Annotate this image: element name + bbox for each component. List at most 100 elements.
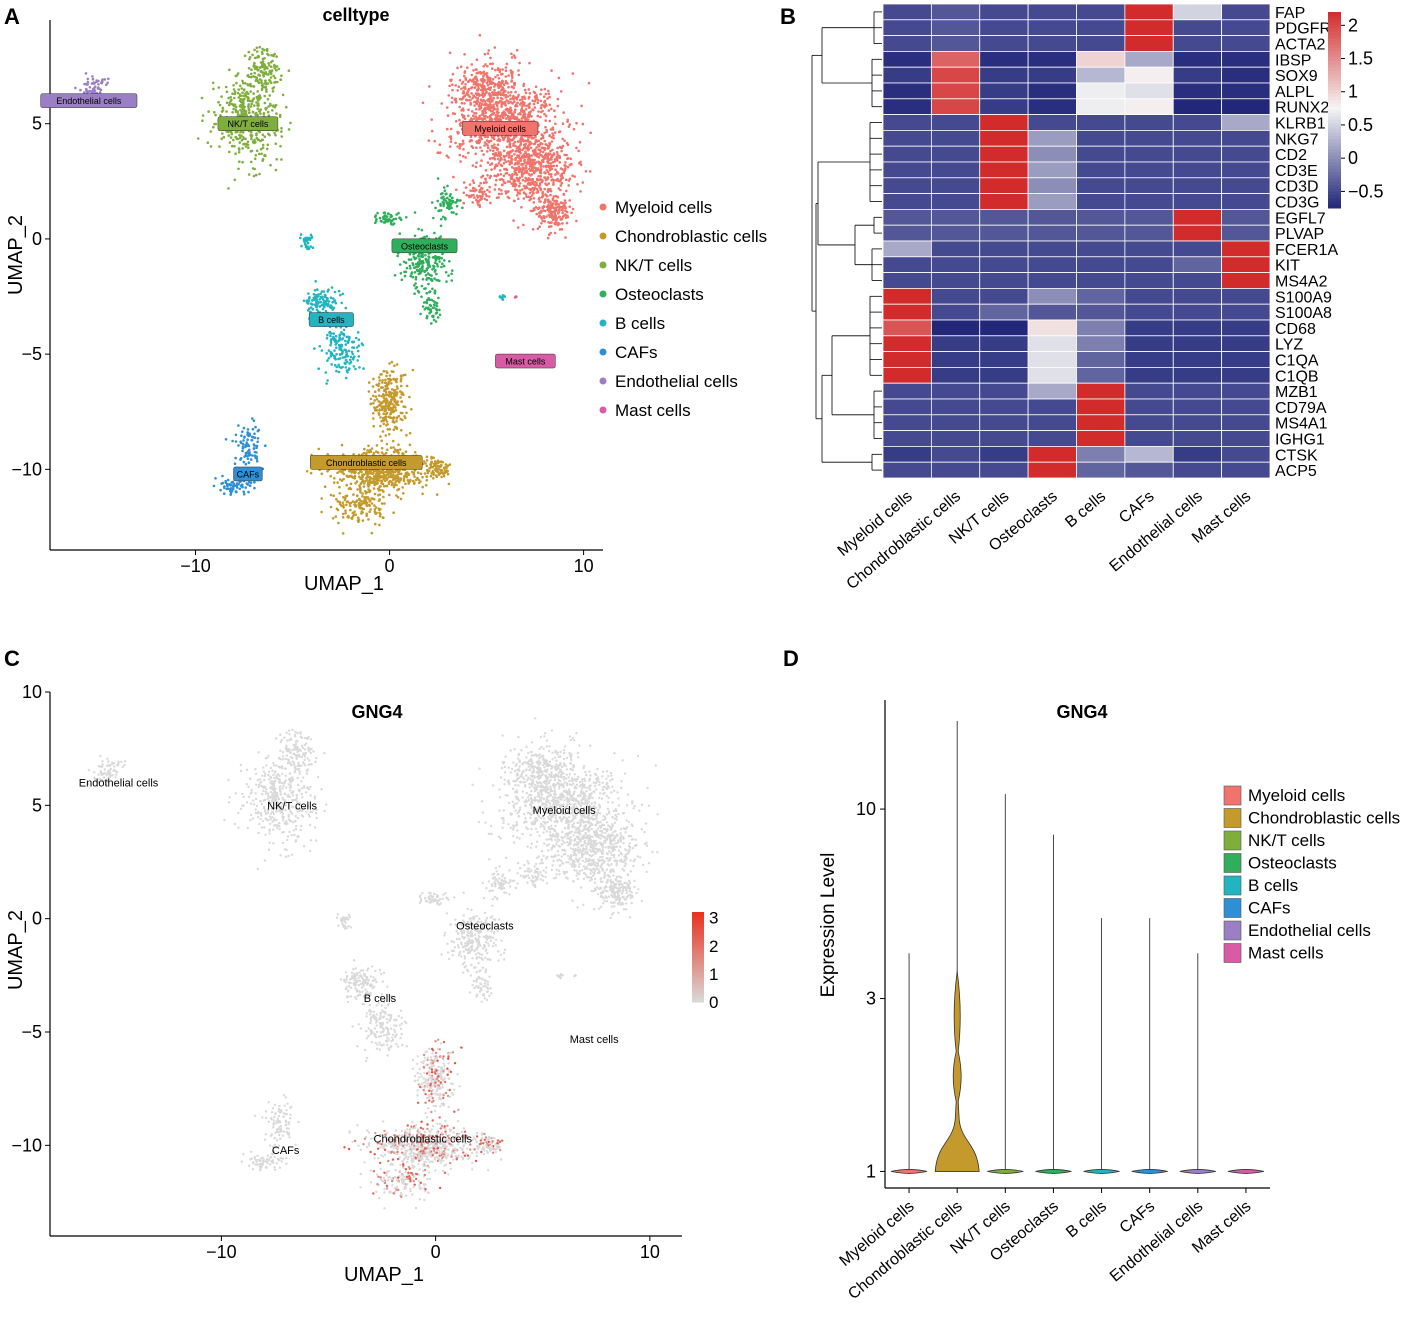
umap-point-myeloid-cells xyxy=(511,174,514,177)
umap-point-nk-t-cells xyxy=(256,90,260,93)
umap-point-myeloid-cells xyxy=(488,100,492,104)
heatmap-cell xyxy=(1076,382,1126,400)
umap-point-myeloid-cells xyxy=(500,192,504,196)
umap-point-myeloid-cells xyxy=(503,181,506,184)
umap-point-chondroblastic-cells xyxy=(367,488,370,491)
umap-point-myeloid-cells xyxy=(536,114,540,118)
legend-label-cafs: CAFs xyxy=(615,343,658,362)
heatmap-colorbar-step xyxy=(1328,142,1341,147)
umap-point-myeloid-cells xyxy=(532,192,535,195)
umap-point-nk-t-cells xyxy=(247,83,251,87)
umap-point-myeloid-cells xyxy=(525,104,528,108)
umap-point-myeloid-cells xyxy=(556,104,560,108)
umap-point-myeloid-cells xyxy=(524,176,527,180)
umap-point-myeloid-cells xyxy=(472,114,475,117)
legend-swatch-osteoclasts xyxy=(599,290,607,298)
umap-point-b-cells xyxy=(330,286,334,289)
umap-point-myeloid-cells xyxy=(473,196,476,199)
umap-point-b-cells xyxy=(344,358,348,362)
heatmap-cell xyxy=(1221,224,1271,242)
umap-point-b-cells xyxy=(326,359,329,362)
umap-point-myeloid-cells xyxy=(461,80,465,84)
umap-point-b-cells xyxy=(314,280,318,283)
umap-point-b-cells xyxy=(351,340,355,344)
umap-point-myeloid-cells xyxy=(468,183,472,186)
heatmap-colorbar-step xyxy=(1328,136,1341,140)
umap-point-myeloid-cells xyxy=(473,187,476,190)
umap-point-myeloid-cells xyxy=(459,65,463,68)
umap-point-myeloid-cells xyxy=(480,159,483,162)
umap-point-myeloid-cells xyxy=(520,206,523,209)
heatmap-cell xyxy=(1027,145,1077,163)
umap-point-myeloid-cells xyxy=(544,176,547,179)
umap-point-b-cells xyxy=(341,350,344,353)
umap-point-chondroblastic-cells xyxy=(344,509,347,512)
heatmap-cell xyxy=(1172,382,1223,400)
umap-point-chondroblastic-cells xyxy=(369,508,372,511)
umap-point-nk-t-cells xyxy=(258,74,262,77)
umap-point-myeloid-cells xyxy=(495,178,498,182)
umap-point-chondroblastic-cells xyxy=(361,492,364,495)
umap-point-osteoclasts xyxy=(428,290,432,293)
umap-point-chondroblastic-cells xyxy=(404,471,408,475)
legend-swatch-chondroblastic-cells xyxy=(599,232,607,240)
umap-point-myeloid-cells xyxy=(542,95,546,98)
umap-point-chondroblastic-cells xyxy=(364,476,368,480)
umap-point-myeloid-cells xyxy=(558,156,562,159)
umap-point-chondroblastic-cells xyxy=(365,514,369,517)
umap-point-myeloid-cells xyxy=(507,159,510,163)
umap-point-nk-t-cells xyxy=(233,90,237,93)
umap-point-myeloid-cells xyxy=(532,90,536,94)
umap-point-myeloid-cells xyxy=(547,187,550,191)
umap-point-myeloid-cells xyxy=(547,92,550,95)
umap-point-nk-t-cells xyxy=(249,99,252,103)
heatmap-cell xyxy=(882,287,932,305)
umap-point-osteoclasts xyxy=(454,201,458,204)
heatmap-cell xyxy=(1172,256,1223,273)
umap-point-myeloid-cells xyxy=(501,93,505,96)
umap-point-b-cells xyxy=(315,300,318,304)
heatmap-colorbar-step xyxy=(1328,61,1341,65)
panel-label-c: C xyxy=(4,646,20,671)
umap-celltype-x-tick-label: 0 xyxy=(385,556,395,576)
umap-point-myeloid-cells xyxy=(564,201,567,204)
umap-point-myeloid-cells xyxy=(484,63,487,66)
umap-point-nk-t-cells xyxy=(250,134,254,137)
heatmap-cell xyxy=(979,35,1029,52)
umap-point-myeloid-cells xyxy=(494,183,497,187)
umap-point-myeloid-cells xyxy=(541,190,545,194)
umap-point-myeloid-cells xyxy=(459,160,462,163)
heatmap-colorbar-step xyxy=(1328,64,1341,69)
umap-point-myeloid-cells xyxy=(561,122,565,125)
umap-point-nk-t-cells xyxy=(225,90,229,94)
umap-point-myeloid-cells xyxy=(567,125,571,128)
heatmap-cell xyxy=(1221,114,1271,131)
heatmap-cell xyxy=(1221,208,1271,226)
heatmap-cell xyxy=(930,240,981,258)
umap-point-myeloid-cells xyxy=(464,83,467,86)
umap-point-b-cells xyxy=(319,300,323,304)
umap-point-chondroblastic-cells xyxy=(429,474,433,478)
heatmap-cell xyxy=(1027,208,1077,226)
heatmap-cell xyxy=(930,430,981,447)
umap-point-b-cells xyxy=(333,340,337,343)
umap-point-chondroblastic-cells xyxy=(378,409,382,412)
umap-point-myeloid-cells xyxy=(470,73,474,77)
umap-point-myeloid-cells xyxy=(504,172,508,175)
umap-point-chondroblastic-cells xyxy=(374,522,377,526)
umap-point-osteoclasts xyxy=(398,232,402,235)
umap-point-myeloid-cells xyxy=(476,100,480,103)
heatmap-colorbar-step xyxy=(1328,103,1341,108)
legend-label-osteoclasts: Osteoclasts xyxy=(615,285,704,304)
umap-point-b-cells xyxy=(356,359,360,362)
umap-point-osteoclasts xyxy=(420,295,423,299)
umap-point-nk-t-cells xyxy=(236,137,240,141)
cluster-label-osteoclasts: Osteoclasts xyxy=(401,241,449,251)
umap-point-myeloid-cells xyxy=(540,142,544,146)
umap-point-nk-t-cells xyxy=(256,95,260,99)
umap-point-chondroblastic-cells xyxy=(425,459,429,462)
umap-point-endothelial-cells xyxy=(86,80,90,84)
umap-point-nk-t-cells xyxy=(225,101,229,105)
umap-point-myeloid-cells xyxy=(538,183,542,187)
